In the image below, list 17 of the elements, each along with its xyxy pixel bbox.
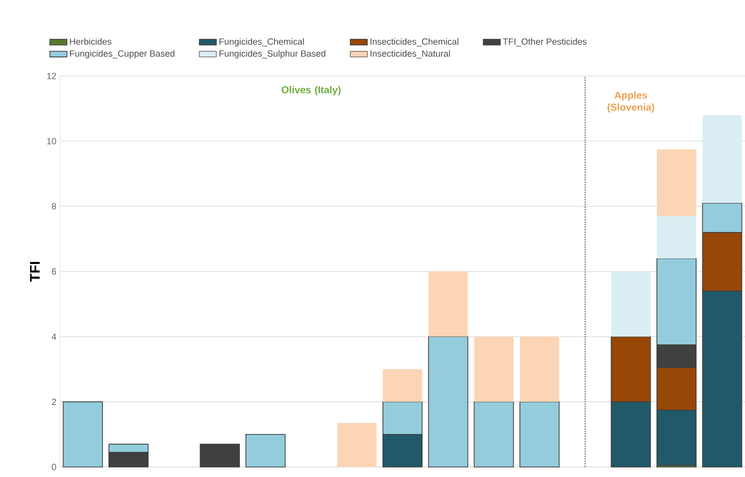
annotation: Apples (Slovenia)	[608, 91, 654, 113]
legend-label: Herbicides	[70, 38, 112, 45]
y-axis-title: TFI	[30, 262, 40, 282]
legend-label: Insecticides_Natural	[370, 50, 450, 58]
legend-label: Fungicides_Chemical	[219, 38, 304, 47]
legend-label: Insecticides_Chemical	[370, 38, 458, 46]
y-tick-label: 12	[47, 72, 56, 80]
legend-label: Fungicides_Cupper Based	[70, 50, 174, 58]
y-tick-label: 6	[52, 268, 56, 275]
legend-label: TFI_Other Pesticides	[502, 38, 587, 46]
y-tick-label: 4	[52, 334, 56, 340]
y-tick-label: 2	[52, 398, 56, 405]
y-tick-label: 10	[47, 138, 56, 144]
y-tick-label: 0	[52, 464, 56, 470]
legend-label: Fungicides_Sulphur Based	[219, 50, 326, 58]
y-tick-label: 8	[52, 203, 56, 210]
annotation: Olives (Italy)	[282, 86, 341, 96]
